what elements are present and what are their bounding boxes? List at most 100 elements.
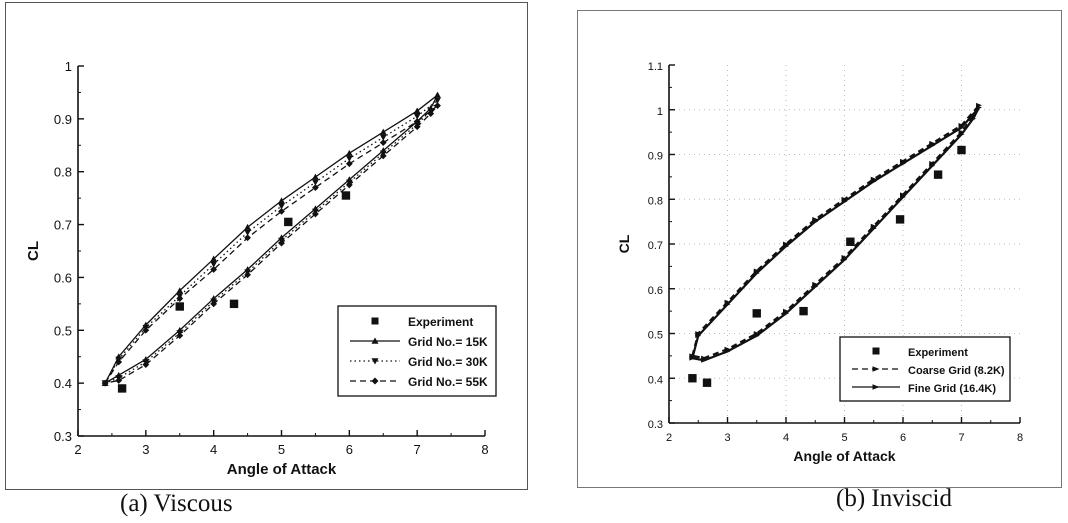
series-point-grid-no-55k: [176, 332, 184, 339]
x-tick-label: 6: [900, 432, 906, 444]
series-point-grid-no-55k: [142, 326, 150, 334]
experiment-point: [799, 306, 808, 316]
chart-frame: [5, 2, 528, 490]
legend: Experiment Grid No.= 15K Grid No.= 30K Grid…: [337, 305, 497, 397]
series-point-fine-grid-16-4k: [724, 349, 731, 354]
series-point-grid-no-55k: [244, 271, 251, 279]
series-point-fine-grid-16-4k: [753, 270, 760, 276]
x-tick-label: 8: [481, 442, 488, 457]
y-tick-label: 0.7: [54, 218, 72, 233]
legend-box: [839, 336, 1011, 402]
experiment-point: [933, 170, 943, 179]
series-point-grid-no-15k: [345, 149, 353, 156]
experiment-point: [702, 378, 712, 387]
series-point-grid-no-55k: [379, 152, 387, 160]
series-point-fine-grid-16-4k: [783, 243, 789, 249]
x-tick-label: 8: [1017, 432, 1023, 444]
series-point-fine-grid-16-4k: [958, 125, 965, 131]
series-point-grid-no-55k: [101, 379, 109, 387]
legend-label: Coarse Grid (8.2K): [908, 365, 1005, 377]
series-line-grid-no-55k: [104, 105, 439, 384]
legend-label: Experiment: [908, 347, 968, 359]
legend-label: Grid No.= 55K: [408, 375, 488, 389]
series-point-grid-no-55k: [176, 295, 184, 302]
ticks: 2 3 4 5 6 7 8 0.3 0.4 0.5 0.6 0.7 0.8 0.9 1 1.1: [648, 61, 1023, 444]
series-point-fine-grid-16-4k: [783, 310, 789, 316]
y-tick-label: 0.8: [54, 165, 72, 180]
series-point-fine-grid-16-4k: [929, 143, 936, 148]
series-point-fine-grid-16-4k: [900, 161, 906, 166]
y-tick-label: 0.9: [648, 151, 663, 163]
legend-label: Grid No.= 30K: [408, 355, 488, 369]
series-point-grid-no-55k: [413, 123, 421, 131]
series-point-grid-no-55k: [312, 210, 319, 218]
viscous-chart-panel: 2 3 4 5 6 7 8 0.3 0.4 0.5 0.6 0.7 0.8 0.9 1 Angle of At…: [0, 0, 530, 523]
series-point-fine-grid-16-4k: [724, 302, 731, 307]
series-point-grid-no-55k: [210, 300, 218, 308]
y-tick-label: 0.5: [54, 323, 72, 338]
series-point-grid-no-15k: [312, 173, 319, 180]
y-tick-label: 0.6: [54, 270, 72, 285]
series-point-grid-no-15k: [244, 223, 251, 230]
series-point-grid-no-15k: [379, 128, 387, 135]
experiment-point: [284, 217, 293, 227]
experiment-point: [846, 237, 855, 246]
series-point-grid-no-55k: [379, 139, 387, 147]
experiment-point: [752, 309, 761, 318]
experiment-point: [117, 384, 127, 393]
series-point-fine-grid-16-4k: [812, 219, 819, 225]
series-point-grid-no-30k: [434, 97, 441, 104]
y-tick-label: 0.5: [648, 330, 663, 342]
series-point-fine-grid-16-4k: [812, 284, 819, 289]
x-tick-label: 6: [346, 442, 353, 457]
series-line-grid-no-15k: [104, 94, 439, 384]
x-tick-label: 7: [414, 442, 421, 457]
x-tick-label: 3: [724, 432, 730, 444]
series-point-grid-no-30k: [278, 203, 285, 210]
series-point-grid-no-55k: [345, 181, 353, 189]
series-line-fine-grid-16-4k: [691, 106, 981, 362]
series-group: [688, 102, 983, 387]
series-point-grid-no-15k: [176, 287, 184, 294]
chart-frame: [577, 10, 1062, 488]
series-point-fine-grid-16-4k: [870, 178, 877, 184]
x-axis-label: Angle of Attack: [227, 461, 337, 478]
series-point-grid-no-30k: [345, 155, 353, 162]
experiment-point: [229, 299, 239, 309]
series-point-fine-grid-16-4k: [701, 357, 708, 363]
x-tick-label: 4: [210, 442, 217, 457]
y-tick-label: 1: [65, 59, 72, 74]
y-axis-label: CL: [25, 241, 42, 261]
series-point-grid-no-55k: [427, 110, 435, 117]
ticks: 2 3 4 5 6 7 8 0.3 0.4 0.5 0.6 0.7 0.8 0.9 1: [54, 59, 489, 457]
series-point-grid-no-55k: [312, 184, 319, 191]
experiment-point: [175, 302, 184, 311]
series-point-fine-grid-16-4k: [695, 333, 702, 339]
viscous-chart: 2 3 4 5 6 7 8 0.3 0.4 0.5 0.6 0.7 0.8 0.9 1 Angle of At…: [25, 59, 497, 478]
legend-marker: [872, 347, 880, 355]
y-axis-label: CL: [616, 234, 632, 253]
x-tick-label: 4: [783, 432, 789, 444]
inviscid-chart-panel: 2 3 4 5 6 7 8 0.3 0.4 0.5 0.6 0.7 0.8 0.9 1 1.1 Angle of…: [577, 0, 1068, 523]
y-tick-label: 0.6: [648, 285, 663, 297]
series-point-fine-grid-16-4k: [970, 116, 977, 122]
y-tick-label: 0.3: [54, 429, 72, 444]
x-axis-label: Angle of Attack: [793, 448, 895, 464]
experiment-point: [895, 215, 905, 224]
series-point-fine-grid-16-4k: [929, 163, 936, 169]
y-tick-label: 0.9: [54, 112, 72, 127]
y-tick-label: 0.8: [648, 195, 663, 207]
series-point-grid-no-15k: [210, 255, 218, 262]
series-point-grid-no-55k: [210, 266, 218, 273]
x-tick-label: 7: [958, 432, 964, 444]
series-point-grid-no-30k: [312, 179, 319, 186]
series-point-grid-no-15k: [278, 197, 285, 204]
y-tick-label: 0.3: [648, 419, 663, 431]
x-tick-label: 2: [74, 442, 81, 457]
series-point-grid-no-55k: [434, 102, 441, 110]
y-tick-label: 0.4: [54, 376, 72, 391]
legend-label: Experiment: [408, 315, 473, 329]
series-point-fine-grid-16-4k: [870, 225, 877, 231]
legend-marker: [371, 358, 379, 365]
chart-caption: (b) Inviscid: [836, 485, 952, 512]
